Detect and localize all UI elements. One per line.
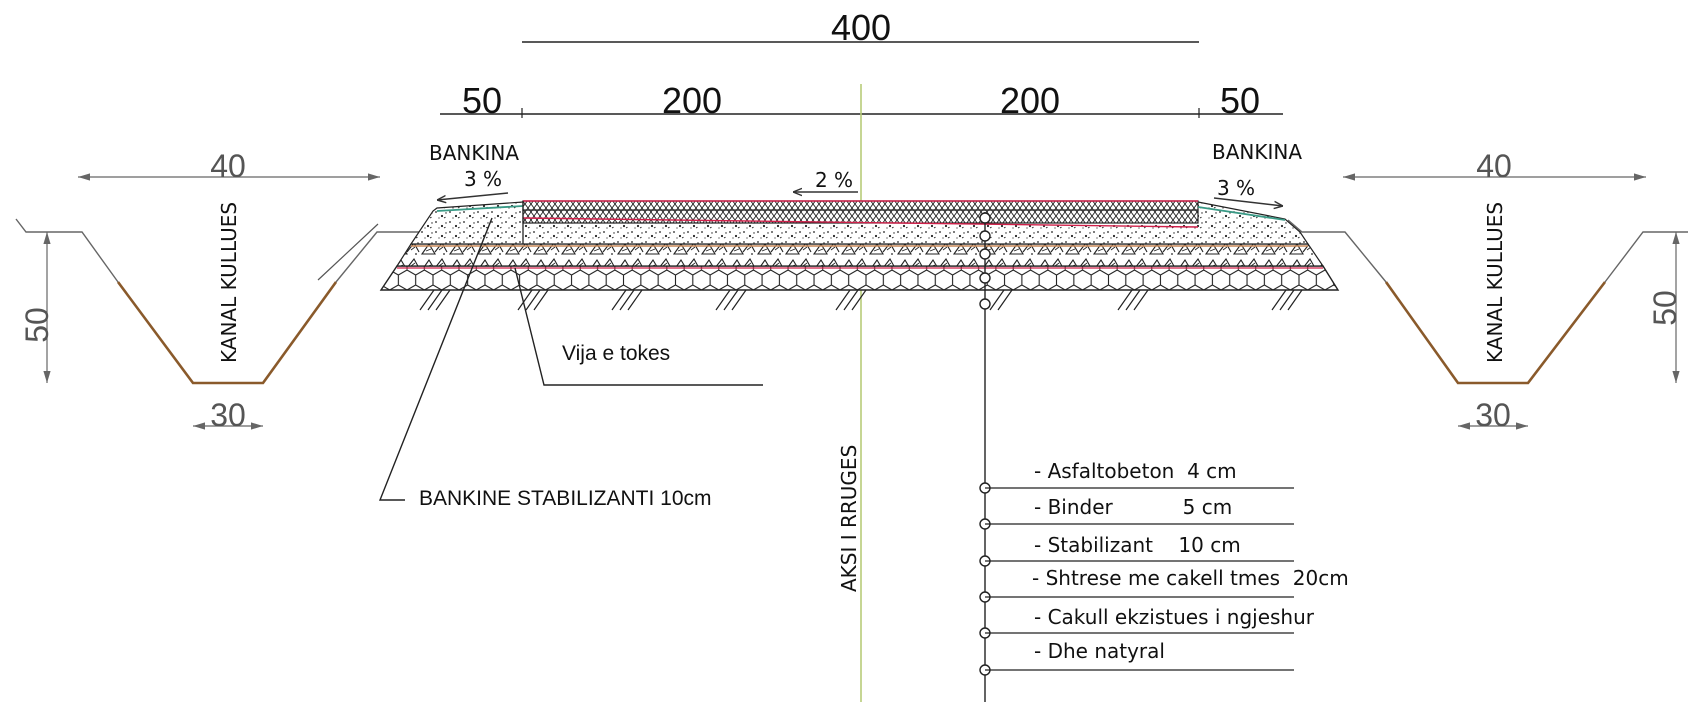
ground-hatching xyxy=(419,289,1303,311)
left-shoulder-top xyxy=(436,205,524,212)
asphalt-bottom-line xyxy=(522,217,1199,228)
dimension-right-lane: 200 xyxy=(1000,80,1060,121)
legend-layer-gravel-base: - Shtrese me cakell tmes 20cm xyxy=(1032,566,1349,590)
legend-layer-stabilizer: - Stabilizant 10 cm xyxy=(1034,533,1241,557)
left-embankment-slope xyxy=(317,223,379,281)
legend-layer-natural-soil: - Dhe natyral xyxy=(1034,639,1165,663)
shoulder-material-label: BANKINE STABILIZANTI 10cm xyxy=(419,487,712,510)
right-ditch-outer-slope xyxy=(1604,231,1688,283)
dimension-total: 400 xyxy=(831,7,891,48)
shoulder-material-leader xyxy=(378,217,493,501)
layer-binder xyxy=(522,209,1199,224)
legend-marker-5 xyxy=(979,298,991,310)
dimension-left-shoulder: 50 xyxy=(462,80,502,121)
left-ditch-width-label: 40 xyxy=(210,148,246,184)
ground-line-leader xyxy=(514,267,763,386)
pavement-structure xyxy=(379,200,1340,311)
left-ditch-profile xyxy=(116,281,338,385)
left-ditch-label: KANAL KULLUES xyxy=(217,202,241,363)
legend-marker-3 xyxy=(979,248,991,260)
layer-compacted-gravel xyxy=(379,265,1340,291)
legend-marker-2 xyxy=(979,230,991,242)
right-ditch-depth-label: 50 xyxy=(1647,290,1683,326)
left-ditch xyxy=(15,173,435,430)
road-slope-label: 2 % xyxy=(815,168,853,192)
right-ditch-width-label: 40 xyxy=(1476,148,1512,184)
right-shoulder-top xyxy=(1197,206,1286,221)
left-shoulder-slope-label: 3 % xyxy=(464,167,502,191)
right-ditch-label: KANAL KULLUES xyxy=(1483,202,1507,363)
right-ditch-profile xyxy=(1384,281,1607,385)
right-shoulder-slope-arrow xyxy=(1213,197,1283,206)
right-ditch xyxy=(1287,173,1688,430)
layer-asphalt-concrete xyxy=(522,200,1199,211)
right-shoulder-slope-label: 3 % xyxy=(1217,176,1255,200)
legend-layer-asphalt: - Asfaltobeton 4 cm xyxy=(1034,459,1237,483)
legend-layer-binder: - Binder 5 cm xyxy=(1034,495,1232,519)
left-shoulder-label: BANKINA xyxy=(429,141,519,165)
right-ditch-bottom-label: 30 xyxy=(1475,397,1511,433)
left-ditch-bottom-label: 30 xyxy=(210,397,246,433)
legend-marker-1 xyxy=(979,212,991,224)
layer-crushed-stone xyxy=(395,243,1325,267)
road-axis-label: AKSI I RRUGES xyxy=(837,445,861,592)
right-ditch-inner-slope xyxy=(1287,219,1387,283)
legend-marker-4 xyxy=(979,272,991,284)
right-shoulder-label: BANKINA xyxy=(1212,140,1302,164)
left-ditch-depth-label: 50 xyxy=(19,307,55,343)
dimension-left-lane: 200 xyxy=(662,80,722,121)
left-ditch-outer-slope xyxy=(15,218,119,283)
dimension-right-shoulder: 50 xyxy=(1220,80,1260,121)
layer-legend: - Asfaltobeton 4 cm - Binder 5 cm - Stab… xyxy=(979,212,1349,702)
legend-layer-existing-gravel: - Cakull ekzistues i ngjeshur xyxy=(1034,605,1315,629)
left-shoulder-slope-arrow xyxy=(437,192,509,200)
ground-line-label: Vija e tokes xyxy=(562,342,670,365)
